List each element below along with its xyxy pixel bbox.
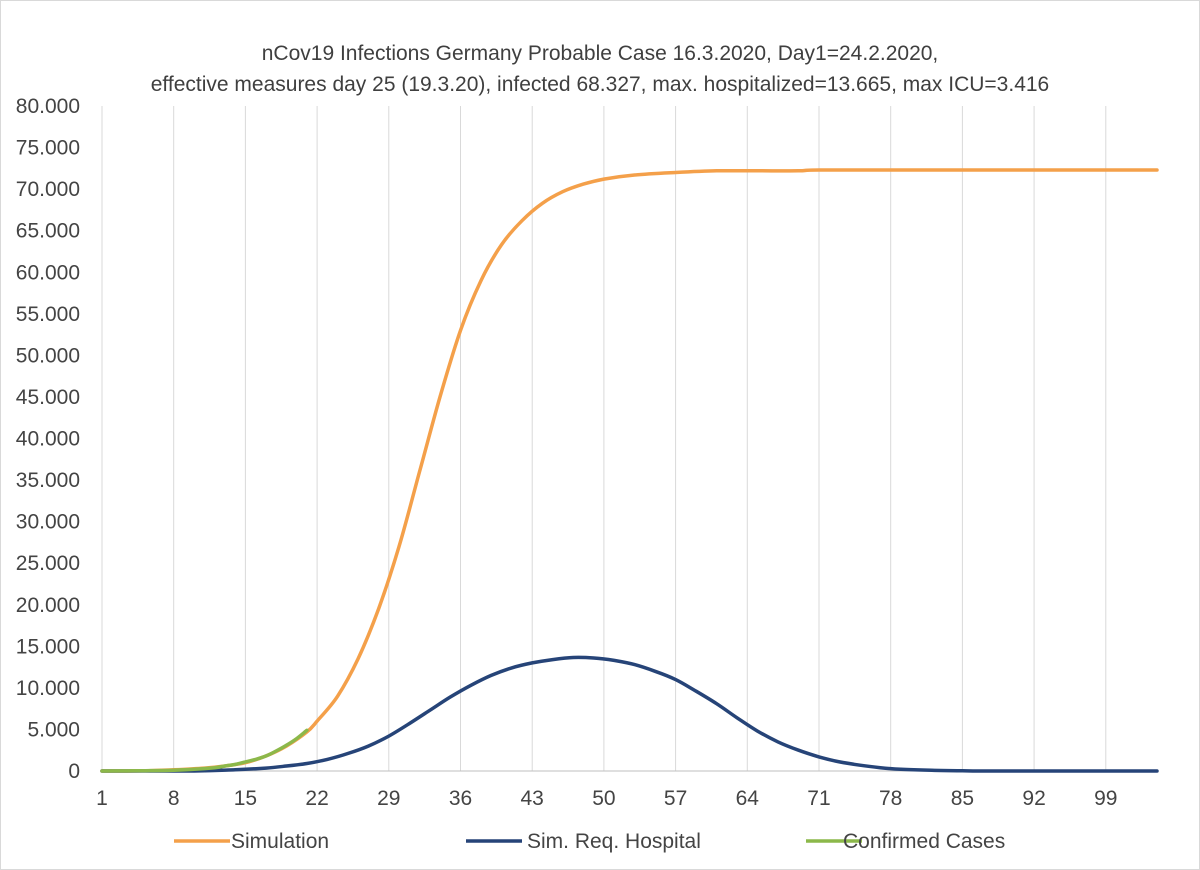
y-tick-label: 50.000 <box>16 344 80 367</box>
x-tick-label: 92 <box>1022 787 1045 810</box>
legend-label-sim-req-hospital: Sim. Req. Hospital <box>527 830 701 853</box>
y-tick-label: 35.000 <box>16 469 80 492</box>
y-tick-label: 20.000 <box>16 594 80 617</box>
grid-lines <box>101 106 1107 771</box>
y-tick-label: 0 <box>68 760 80 783</box>
chart-title: nCov19 Infections Germany Probable Case … <box>0 38 1200 100</box>
y-tick-label: 10.000 <box>16 677 80 700</box>
legend: Simulation Sim. Req. Hospital Confirmed Ca… <box>174 830 1005 853</box>
x-tick-label: 15 <box>234 787 257 810</box>
y-tick-label: 25.000 <box>16 552 80 575</box>
x-tick-label: 50 <box>592 787 615 810</box>
x-tick-label: 57 <box>664 787 687 810</box>
x-tick-label: 8 <box>168 787 180 810</box>
x-tick-label: 1 <box>96 787 108 810</box>
y-tick-label: 55.000 <box>16 303 80 326</box>
y-tick-label: 65.000 <box>16 220 80 243</box>
legend-label-simulation: Simulation <box>231 830 329 853</box>
y-tick-label: 60.000 <box>16 261 80 284</box>
x-tick-label: 64 <box>736 787 760 810</box>
y-tick-label: 75.000 <box>16 137 80 160</box>
y-tick-label: 40.000 <box>16 428 80 451</box>
legend-label-confirmed-cases: Confirmed Cases <box>843 830 1005 853</box>
x-tick-label: 22 <box>305 787 328 810</box>
series-lines <box>100 168 1159 773</box>
series-line-simulation <box>100 168 1159 773</box>
x-tick-label: 78 <box>879 787 902 810</box>
tick-labels: 0 5.000 10.000 15.000 20.000 25.000 30.000 35.0… <box>16 95 1118 810</box>
y-tick-label: 70.000 <box>16 178 80 201</box>
y-tick-label: 45.000 <box>16 386 80 409</box>
x-tick-label: 29 <box>377 787 400 810</box>
y-tick-label: 30.000 <box>16 511 80 534</box>
y-tick-label: 80.000 <box>16 95 80 118</box>
x-tick-label: 85 <box>951 787 974 810</box>
x-tick-label: 43 <box>521 787 544 810</box>
series-line-sim-req-hospital <box>100 655 1159 773</box>
x-tick-label: 99 <box>1094 787 1117 810</box>
x-tick-label: 36 <box>449 787 472 810</box>
chart-title-line-2: effective measures day 25 (19.3.20), inf… <box>150 73 1050 96</box>
x-tick-label: 71 <box>807 787 830 810</box>
y-tick-label: 15.000 <box>16 635 80 658</box>
series-line-confirmed-cases <box>100 728 309 773</box>
y-tick-label: 5.000 <box>27 718 80 741</box>
chart-title-line-1: nCov19 Infections Germany Probable Case … <box>261 42 939 65</box>
